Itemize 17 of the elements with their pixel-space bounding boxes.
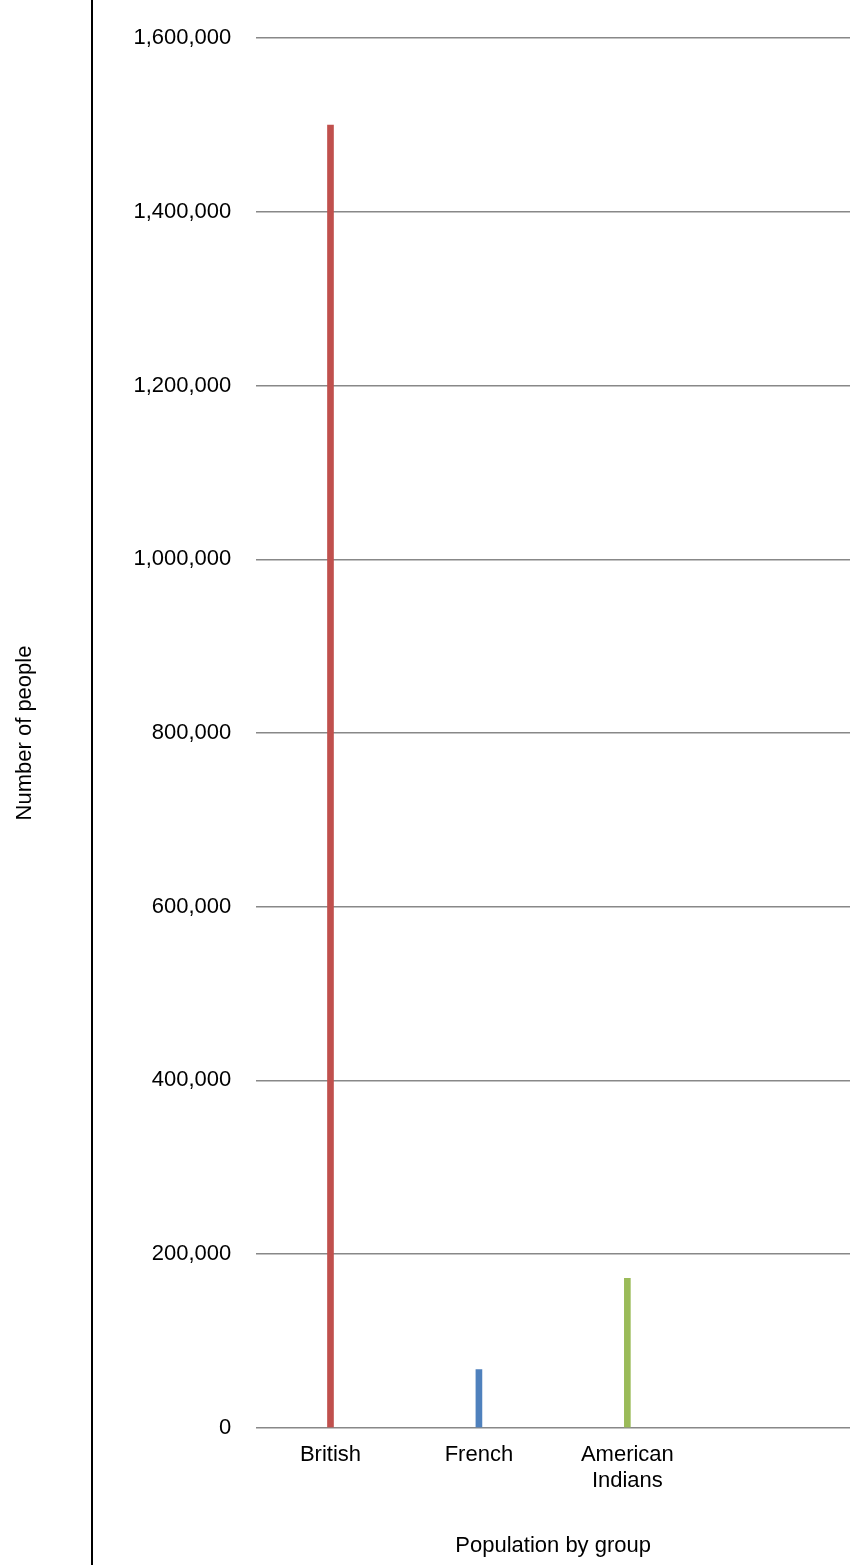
y-tick-label: 1,000,000 [133,545,232,571]
y-tick-label: 600,000 [151,892,232,918]
y-tick-label: 200,000 [151,1240,232,1266]
y-tick-label: 0 [219,1413,232,1439]
x-tick-label: American Indians [580,1441,674,1493]
bar [327,124,334,1428]
bar [624,1278,631,1428]
x-tick-label: French [444,1441,514,1467]
y-tick-label: 1,400,000 [133,197,232,223]
bar [475,1369,483,1428]
y-tick-label: 800,000 [151,719,232,745]
y-tick-label: 1,600,000 [133,24,232,50]
y-tick-label: 1,200,000 [133,371,232,397]
x-axis-title: Population by group [455,1531,651,1557]
y-axis-title: Number of people [11,645,37,821]
y-tick-label: 400,000 [151,1066,232,1092]
x-tick-label: British [299,1441,362,1467]
